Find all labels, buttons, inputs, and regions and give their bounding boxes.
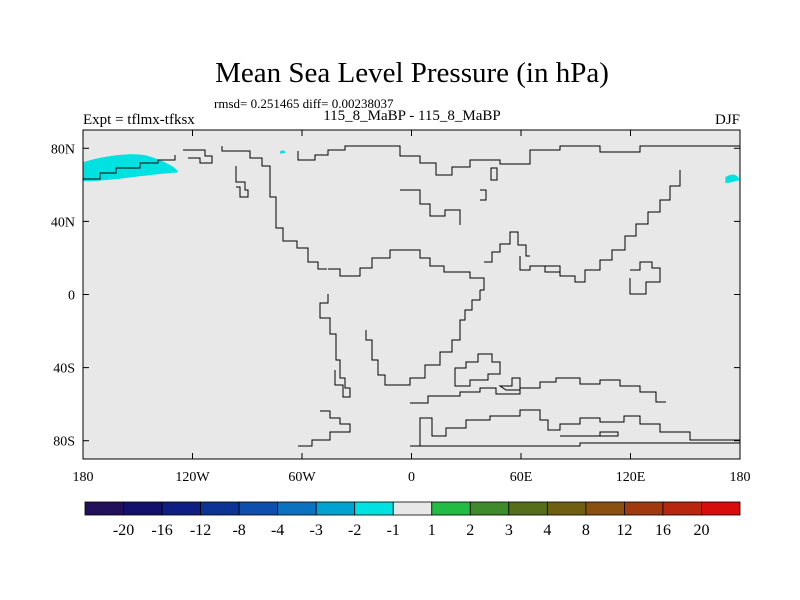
colorbar-label: -8 <box>232 522 245 539</box>
colorbar-swatch <box>354 501 394 516</box>
x-tick-label: 60W <box>288 470 316 485</box>
coastline-africa-north <box>328 249 485 291</box>
colorbar-swatch <box>161 501 201 516</box>
colorbar-swatch <box>701 501 741 516</box>
coastline-southern-africa <box>454 353 501 387</box>
stats-label: rmsd= 0.251465 diff= 0.00238037 <box>214 96 394 111</box>
coastline-madagascar <box>498 377 521 391</box>
y-tick-label: 80N <box>51 142 75 157</box>
coastline-siberia <box>490 167 498 181</box>
colorbar-label: 2 <box>466 522 474 539</box>
coastlines <box>83 145 740 447</box>
x-tick-label: 180 <box>730 470 751 485</box>
colorbar-swatch <box>238 501 279 516</box>
coastline-asia-south <box>536 170 681 283</box>
colorbar-swatch <box>123 501 163 516</box>
x-tick-label: 60E <box>510 470 533 485</box>
coastline-india <box>519 256 560 273</box>
axes: 180 120W 60W 0 60E 120E 180 80N 40N 0 40S 80S <box>51 129 751 485</box>
coastline-greenland <box>221 146 327 270</box>
chart-title: Mean Sea Level Pressure (in hPa) <box>215 57 609 89</box>
colorbar-label: 12 <box>616 522 632 539</box>
coastline-arctic-islands <box>183 149 213 164</box>
colorbar-swatch <box>200 501 240 516</box>
colorbar-swatch <box>84 501 124 516</box>
greenland-anomaly <box>280 150 286 154</box>
coastline-mediterranean <box>400 189 461 225</box>
y-tick-label: 0 <box>68 289 75 304</box>
colorbar-swatch <box>315 501 356 516</box>
coastline-north-america <box>83 155 176 180</box>
x-tick-label: 0 <box>408 470 415 485</box>
period-label: 115_8_MaBP - 115_8_MaBP <box>323 108 501 124</box>
colorbar-swatch <box>469 501 510 516</box>
x-tick-label: 180 <box>73 470 94 485</box>
y-axis: 80N 40N 0 40S 80S <box>51 142 740 450</box>
coastline-ross-edge <box>410 442 740 447</box>
season-label: DJF <box>715 112 740 128</box>
colorbar-label: -4 <box>271 522 284 539</box>
colorbar-label: -20 <box>113 522 134 539</box>
coastline-indochina <box>629 261 661 295</box>
colorbar: -20 -16 -12 -8 -4 -3 -2 -1 1 2 3 4 8 12 16 20 <box>84 501 741 539</box>
colorbar-swatch <box>508 501 548 516</box>
colorbar-label: 8 <box>582 522 590 539</box>
colorbar-swatch <box>392 501 433 516</box>
colorbar-swatch <box>662 501 702 516</box>
colorbar-label: 20 <box>693 522 709 539</box>
colorbar-swatch <box>585 501 625 516</box>
colorbar-label: -16 <box>151 522 172 539</box>
colorbar-swatch <box>431 501 471 516</box>
colorbar-label: -2 <box>348 522 361 539</box>
coastline-africa-east <box>365 290 481 386</box>
colorbar-label: 4 <box>543 522 551 539</box>
coastline-australia <box>410 377 666 404</box>
colorbar-label: -1 <box>387 522 400 539</box>
coastline-south-america <box>319 294 351 398</box>
colorbar-label: 3 <box>505 522 513 539</box>
colorbar-swatch <box>546 501 587 516</box>
y-tick-label: 40S <box>53 362 75 377</box>
coastline-antarctica-east <box>410 409 740 447</box>
y-tick-label: 40N <box>51 215 75 230</box>
colorbar-label: -3 <box>310 522 323 539</box>
coastline-baffin <box>235 166 249 198</box>
colorbar-swatch <box>277 501 317 516</box>
colorbar-label: 16 <box>655 522 671 539</box>
colorbar-label: -12 <box>190 522 211 539</box>
y-tick-label: 80S <box>53 435 75 450</box>
x-tick-label: 120E <box>616 470 646 485</box>
colorbar-label: 1 <box>428 522 436 539</box>
colorbar-swatch <box>624 501 664 516</box>
coastline-arabia <box>484 231 530 263</box>
coastline-europe <box>297 145 740 176</box>
siberia-east-anomaly <box>725 174 740 184</box>
experiment-label: Expt = tflmx-tfksx <box>83 112 195 128</box>
x-tick-label: 120W <box>175 470 210 485</box>
coastline-caspian <box>480 189 487 201</box>
coastline-antarctica-peninsula <box>298 410 351 447</box>
coastline-antarctica-south <box>560 431 619 437</box>
x-axis: 180 120W 60W 0 60E 120E 180 <box>73 130 751 485</box>
